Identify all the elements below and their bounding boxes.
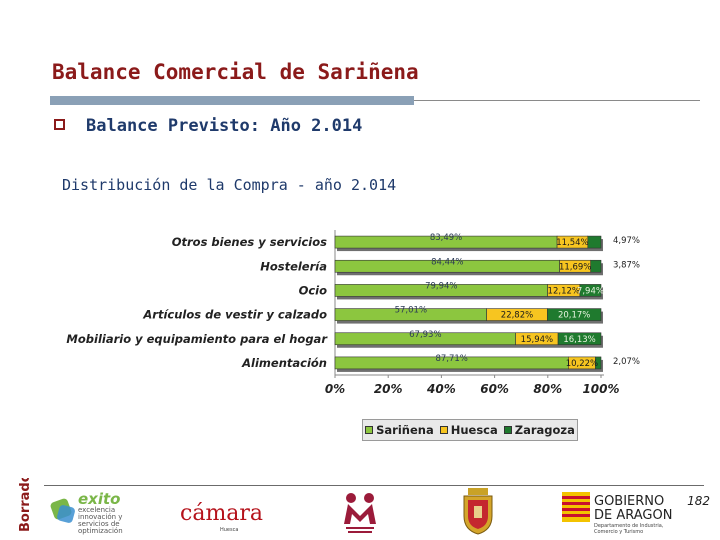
x-tick-label: 60% — [480, 382, 509, 396]
exito-line-4: optimización — [78, 527, 123, 535]
camara-logo: cámara Huesca — [180, 501, 263, 533]
data-label-zaragoza: 4,97% — [613, 236, 640, 246]
chart-subtitle: Distribución de la Compra - año 2.014 — [62, 176, 397, 194]
chart-plot-area: 0% 20% 40% 60% 80% 100% Otros bienes y servici… — [66, 230, 640, 396]
legend-item-zaragoza: Zaragoza — [503, 423, 575, 437]
bar-segment-zaragoza — [547, 308, 602, 321]
title-rule-accent — [50, 96, 414, 105]
exito-logo: exito excelencia innovación y servicios … — [50, 490, 123, 535]
exito-line-1: excelencia — [78, 506, 115, 514]
data-label-sariñena: 87,71% — [435, 354, 467, 364]
data-label-zaragoza: 3,87% — [613, 260, 640, 270]
borrador-stamp: Borrador — [18, 478, 33, 532]
page-number: 182 — [687, 494, 710, 508]
x-tick-label: 40% — [426, 382, 456, 396]
data-label-huesca: 12,12% — [548, 286, 580, 296]
data-label-huesca: 11,54% — [556, 238, 588, 248]
x-tick-label: 0% — [325, 382, 345, 396]
x-tick-label: 80% — [533, 382, 562, 396]
camara-name: cámara — [180, 501, 263, 526]
data-label-zaragoza: 2,07% — [613, 357, 640, 367]
category-label: Artículos de vestir y calzado — [142, 308, 327, 322]
data-label-sariñena: 57,01% — [395, 306, 427, 316]
data-label-sariñena: 79,94% — [425, 281, 457, 291]
gobierno-aragon-logo: GOBIERNO DE ARAGON Departamento de Indus… — [562, 492, 672, 535]
category-label: Otros bienes y servicios — [172, 235, 327, 249]
exito-line-2: innovación y — [78, 513, 122, 521]
legend-swatch-zaragoza — [503, 426, 512, 434]
bar-segment-zaragoza — [595, 356, 602, 370]
square-bullet-icon — [54, 119, 65, 130]
bullet-text: Balance Previsto: Año 2.014 — [86, 116, 363, 136]
data-label-zaragoza: 16,13% — [563, 335, 595, 345]
gobierno-line-1: GOBIERNO — [594, 494, 664, 509]
exito-name: exito — [78, 490, 120, 508]
data-label-sariñena: 83,49% — [430, 233, 462, 243]
bar-segment-zaragoza — [579, 284, 602, 297]
gobierno-sub-1: Departamento de Industria, — [594, 523, 664, 529]
data-label-huesca: 10,22% — [566, 359, 598, 369]
category-label: Alimentación — [241, 356, 327, 370]
data-label-sariñena: 67,93% — [409, 330, 441, 340]
data-label-zaragoza: 7,94% — [577, 286, 604, 296]
x-tick-label: 20% — [374, 382, 403, 396]
gobierno-line-2: DE ARAGON — [594, 508, 672, 523]
gobierno-sub-2: Comercio y Turismo — [594, 529, 643, 535]
title-underline — [50, 96, 700, 105]
x-tick-label: 100% — [582, 382, 619, 396]
legend-label-zaragoza: Zaragoza — [514, 423, 575, 437]
data-label-huesca: 22,82% — [501, 311, 533, 321]
legend-item-sarinena: Sariñena — [365, 423, 434, 437]
legend-item-huesca: Huesca — [439, 423, 498, 437]
category-label: Hostelería — [260, 259, 327, 273]
legend-swatch-sarinena — [365, 426, 374, 434]
coat-of-arms-icon — [463, 488, 493, 535]
footer-divider — [44, 485, 704, 486]
category-label: Ocio — [299, 283, 328, 297]
bar-segment-zaragoza — [557, 332, 602, 346]
legend-swatch-huesca — [439, 426, 448, 434]
data-label-zaragoza: 20,17% — [558, 311, 590, 321]
data-label-sariñena: 84,44% — [431, 257, 463, 267]
legend-label-sarinena: Sariñena — [376, 423, 434, 437]
page-title: Balance Comercial de Sariñena — [52, 60, 419, 84]
municipal-logo — [344, 493, 376, 533]
legend-label-huesca: Huesca — [450, 423, 498, 437]
data-label-huesca: 15,94% — [521, 335, 553, 345]
camara-sub: Huesca — [220, 527, 238, 533]
chart-legend: Sariñena Huesca Zaragoza — [362, 419, 578, 441]
exito-line-3: servicios de — [78, 520, 120, 528]
bar-segment-zaragoza — [590, 259, 602, 273]
bar-segment-zaragoza — [587, 235, 602, 249]
category-label: Mobiliario y equipamiento para el hogar — [66, 332, 328, 346]
stamp-text: Borrador — [18, 478, 33, 532]
data-label-huesca: 11,69% — [559, 262, 591, 272]
